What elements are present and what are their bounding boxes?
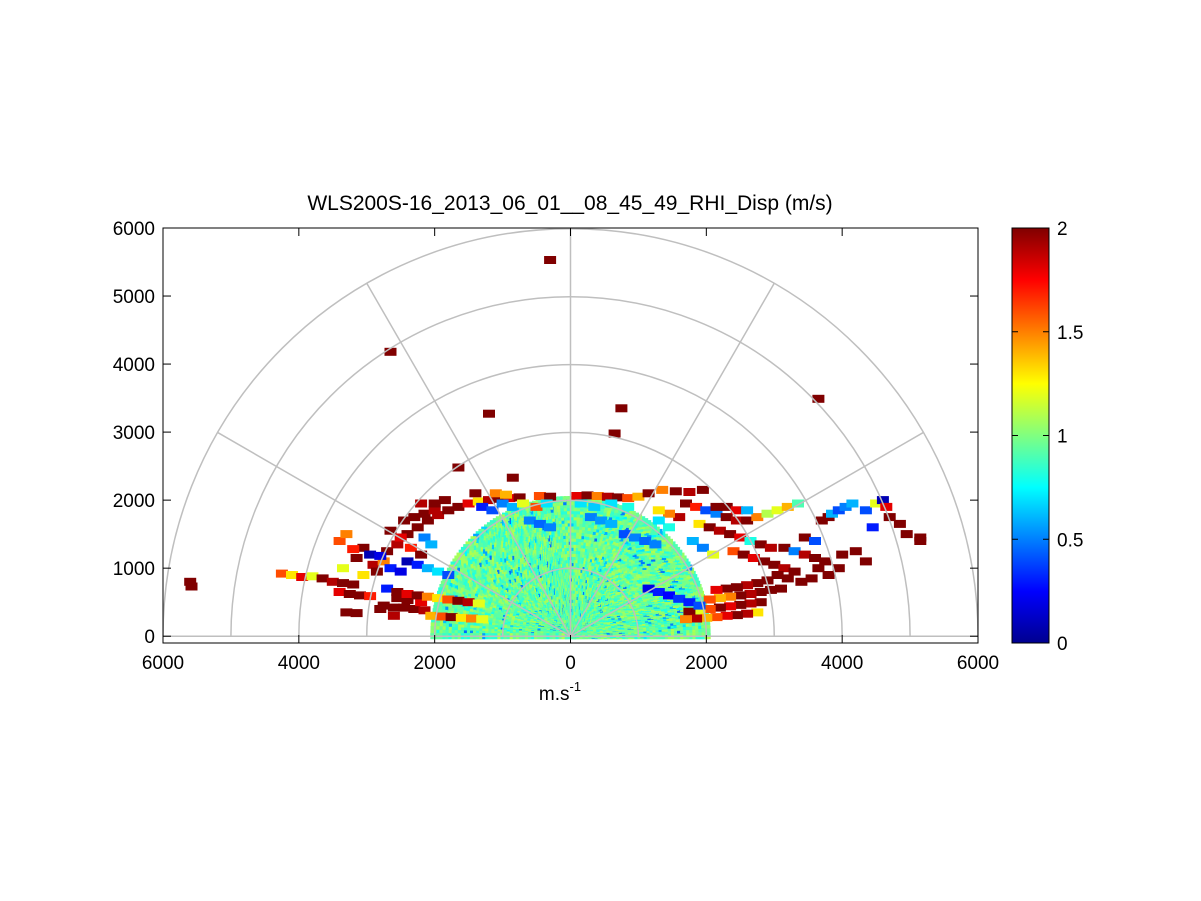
data-cell xyxy=(439,584,446,590)
data-cell xyxy=(695,623,702,630)
data-cell xyxy=(518,505,525,512)
data-cell xyxy=(577,511,584,518)
data-cell xyxy=(587,509,593,516)
data-cell xyxy=(554,505,561,512)
data-cell xyxy=(580,512,587,518)
data-cell xyxy=(554,508,561,515)
data-cell xyxy=(570,508,577,515)
data-cell xyxy=(552,515,558,522)
data-cell xyxy=(535,499,542,506)
data-cell xyxy=(689,626,696,633)
data-cell xyxy=(564,508,571,515)
data-cell xyxy=(450,561,457,568)
data-cell xyxy=(442,577,449,584)
data-cell xyxy=(704,626,711,632)
data-cell xyxy=(633,512,639,519)
data-cell xyxy=(570,502,577,509)
data-cell xyxy=(511,507,518,514)
data-cell xyxy=(574,508,580,515)
data-cell xyxy=(698,629,705,636)
data-cell xyxy=(616,505,623,512)
data-cell xyxy=(550,506,557,513)
data-cell xyxy=(557,511,564,518)
data-cell xyxy=(554,512,561,518)
data-cell xyxy=(573,517,580,524)
data-cell xyxy=(505,511,512,517)
data-cell xyxy=(623,507,630,514)
data-cell xyxy=(561,511,568,518)
data-cell xyxy=(577,505,584,512)
data-cell xyxy=(629,511,636,517)
data-cell xyxy=(446,567,453,574)
data-cell xyxy=(553,496,560,503)
data-cell xyxy=(701,622,708,629)
data-cell xyxy=(557,505,564,512)
data-cell xyxy=(704,622,711,629)
data-cell xyxy=(695,584,702,590)
data-cell xyxy=(557,499,563,506)
data-cell xyxy=(698,626,705,633)
data-cell xyxy=(580,505,587,512)
data-cell xyxy=(695,626,702,633)
data-cell xyxy=(570,514,577,521)
data-cell xyxy=(688,567,695,574)
data-cell xyxy=(688,620,695,627)
data-cell xyxy=(699,594,705,601)
data-cell xyxy=(686,630,693,637)
data-cell xyxy=(689,623,695,630)
data-cell xyxy=(694,580,701,587)
data-cell xyxy=(692,577,699,584)
data-cell xyxy=(692,629,699,636)
data-cell xyxy=(584,506,591,513)
data-cell xyxy=(563,496,570,503)
data-cell xyxy=(437,590,443,597)
data-cell xyxy=(689,570,696,577)
data-cell xyxy=(556,496,563,503)
data-cell xyxy=(626,509,633,516)
data-cell xyxy=(508,509,515,516)
data-cell xyxy=(691,574,698,581)
data-cell xyxy=(698,590,704,597)
chart-title: WLS200S-16_2013_06_01__08_45_49_RHI_Disp… xyxy=(307,192,832,215)
data-cell xyxy=(700,597,706,604)
data-cell xyxy=(502,512,508,519)
data-cell xyxy=(585,497,592,504)
data-cell xyxy=(561,508,567,515)
data-cell xyxy=(694,619,701,626)
data-cell xyxy=(696,587,703,594)
data-cell xyxy=(560,502,567,509)
data-cell xyxy=(438,587,445,594)
data-cell xyxy=(599,499,606,506)
data-cell xyxy=(560,496,567,503)
data-cell xyxy=(639,516,646,523)
data-cell xyxy=(589,497,595,504)
data-cell xyxy=(580,508,587,515)
data-cell xyxy=(564,502,571,509)
data-cell xyxy=(703,618,710,625)
data-cell xyxy=(440,580,447,587)
data-cell xyxy=(596,499,602,505)
data-cell xyxy=(592,498,599,505)
data-cell xyxy=(564,514,571,521)
data-cell xyxy=(548,509,554,516)
data-cell xyxy=(573,511,580,518)
data-cell xyxy=(704,629,711,636)
